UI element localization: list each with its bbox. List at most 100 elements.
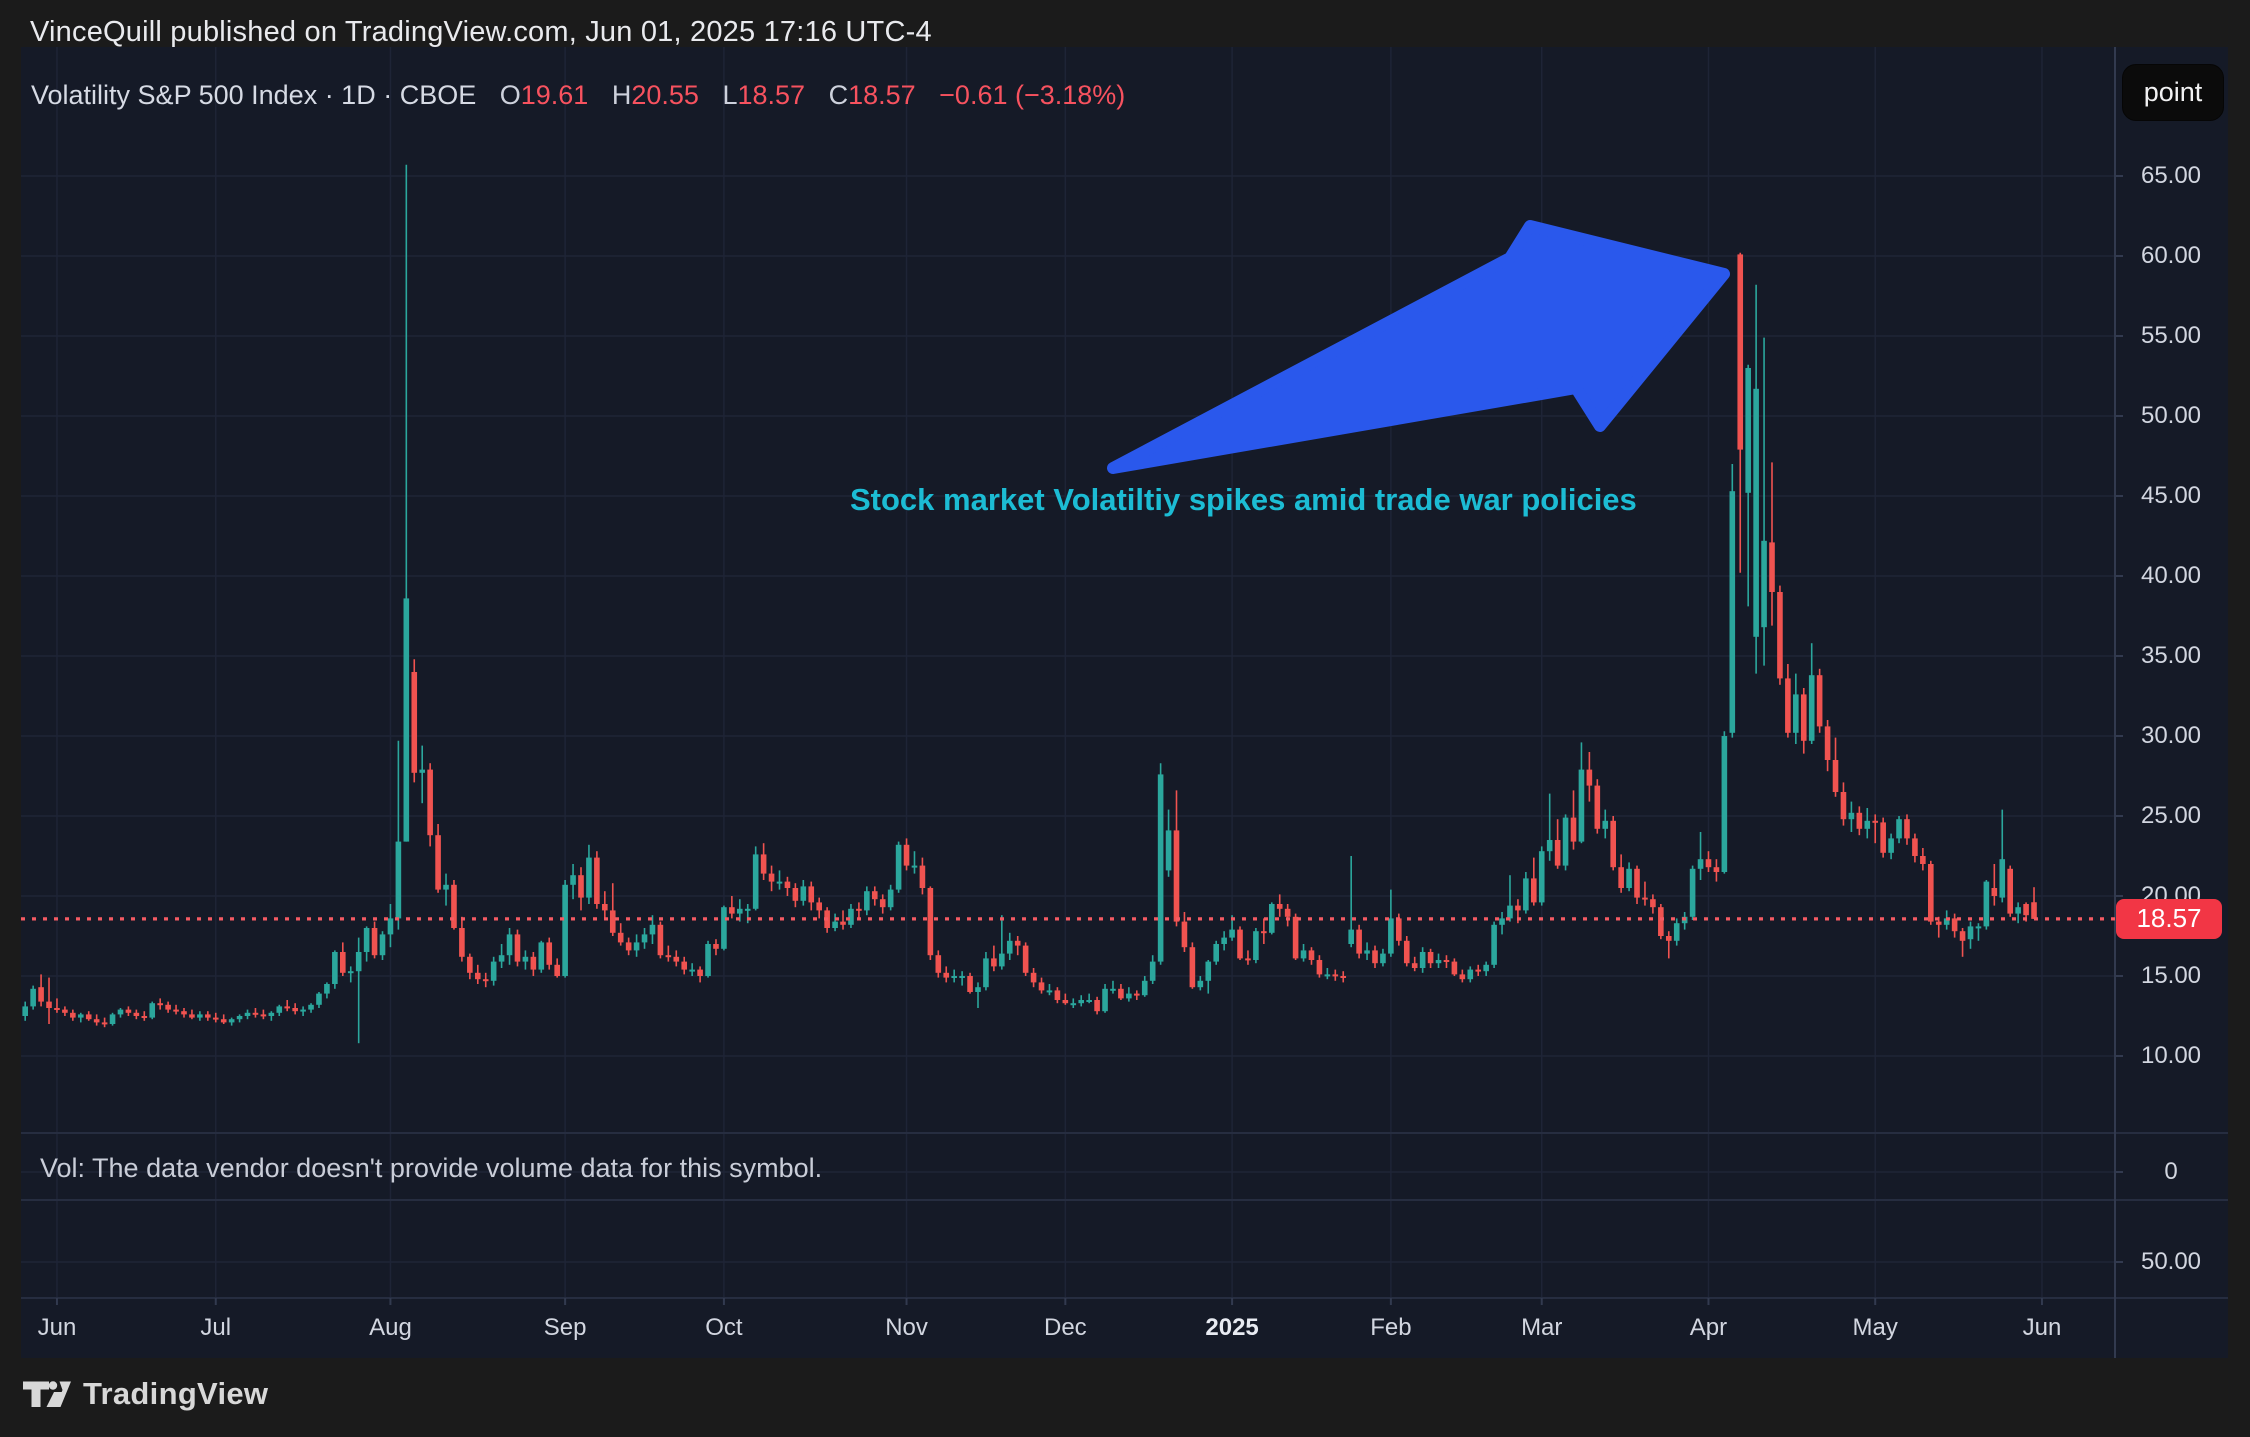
candle-body [197, 1014, 203, 1018]
candle-body [1753, 388, 1759, 637]
candle-body [1483, 964, 1489, 972]
candle-body [1626, 868, 1632, 888]
candle-body [1435, 960, 1442, 964]
open-label: O [499, 80, 521, 110]
y-axis-label: 15.00 [2140, 962, 2202, 989]
candle-body [570, 875, 576, 885]
y-axis-label: 0 [2164, 1158, 2178, 1185]
candle-body [1300, 950, 1307, 959]
candle-body [387, 918, 394, 935]
candle-body [157, 1003, 163, 1006]
tradingview-logo[interactable]: TradingView [23, 1376, 268, 1412]
candle-body [1880, 822, 1886, 853]
candle-body [911, 865, 918, 868]
candle-body [77, 1014, 84, 1018]
candle-body [1229, 929, 1235, 938]
candle-body [1062, 1000, 1069, 1004]
candle-body [149, 1003, 156, 1018]
candle-body [93, 1019, 100, 1023]
candle-body [1658, 907, 1664, 936]
candle-body [649, 924, 656, 935]
last-price-label: 18.57 [2116, 898, 2222, 939]
candle-body [1642, 897, 1648, 900]
candle-body [284, 1006, 291, 1009]
candle-body [1149, 961, 1156, 981]
candle-body [1912, 838, 1918, 856]
candle-body [1094, 1000, 1100, 1012]
candle-body [538, 942, 545, 970]
candle-body [1920, 856, 1926, 864]
candle-body [1800, 694, 1807, 741]
annotation-text[interactable]: Stock market Volatiltiy spikes amid trad… [850, 482, 1637, 517]
candle-body [713, 944, 719, 949]
candle-body [1856, 812, 1863, 829]
candle-body [30, 988, 36, 1007]
candle-body [1689, 868, 1696, 917]
y-axis-label: 60.00 [2140, 242, 2202, 269]
candle-body [1737, 254, 1744, 450]
candle-body [808, 886, 815, 903]
annotation-arrow[interactable] [1107, 220, 1730, 474]
candle-body [617, 932, 624, 943]
candle-body [1141, 980, 1148, 996]
candle-body [1951, 918, 1958, 932]
candle-body [1038, 982, 1045, 991]
x-axis-label: Feb [1370, 1314, 1412, 1341]
candle-body [62, 1009, 68, 1013]
candle-body [1396, 918, 1402, 941]
candle-body [1832, 760, 1839, 792]
candle-body [1427, 952, 1434, 964]
candle-body [1237, 929, 1243, 959]
unit-point-button[interactable]: point [2122, 64, 2224, 121]
y-axis-label: 65.00 [2140, 162, 2202, 189]
candle-body [109, 1014, 116, 1024]
candle-body [721, 907, 727, 949]
candle-body [633, 942, 640, 951]
candle-body [752, 854, 759, 909]
candle-body [467, 956, 473, 973]
candle-body [332, 952, 338, 984]
candle-body [1475, 969, 1482, 972]
close-value: 18.57 [848, 80, 916, 110]
candle-body [609, 910, 616, 933]
y-axis-label: 55.00 [2140, 322, 2202, 349]
candle-body [1261, 931, 1267, 934]
candle-body [1221, 937, 1227, 944]
candle-body [141, 1016, 148, 1018]
candle-body [1999, 859, 2006, 898]
candle-body [1189, 947, 1196, 988]
candle-body [1967, 926, 1974, 940]
candle-body [379, 934, 386, 956]
candle-body [776, 881, 783, 884]
x-axis-label: Sep [543, 1314, 587, 1341]
candle-body [951, 976, 957, 978]
candle-body [1292, 916, 1299, 959]
low-label: L [722, 80, 738, 110]
y-axis-label: 40.00 [2140, 562, 2202, 589]
candle-body [641, 934, 648, 943]
candle-body [300, 1009, 306, 1012]
candle-body [586, 857, 592, 898]
candle-body [1991, 888, 1998, 896]
candle-body [1030, 972, 1037, 983]
open-value: 19.61 [520, 80, 589, 110]
candle-body [324, 984, 330, 994]
candle-body [943, 972, 950, 978]
candle-body [1006, 940, 1013, 954]
candle-body [737, 908, 743, 914]
candle-body [999, 953, 1005, 967]
candle-body [268, 1012, 275, 1016]
candle-body [498, 955, 505, 962]
candle-body [252, 1012, 259, 1015]
candle-body [760, 854, 767, 874]
candle-body [451, 884, 457, 928]
candle-body [1253, 931, 1259, 960]
candle-body [554, 964, 560, 976]
candle-body [1197, 980, 1204, 988]
pane-separators[interactable] [21, 47, 2228, 1358]
candle-body [101, 1022, 108, 1025]
candle-body [768, 873, 775, 882]
x-axis-label: May [1852, 1314, 1898, 1341]
symbol-legend[interactable]: Volatility S&P 500 Index · 1D · CBOE O19… [31, 80, 1125, 111]
